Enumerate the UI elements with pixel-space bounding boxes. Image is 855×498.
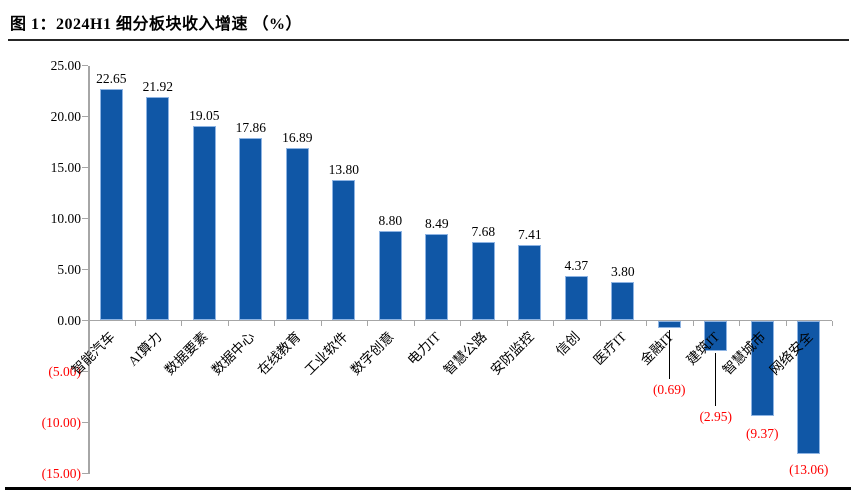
bar bbox=[425, 233, 449, 321]
y-axis-line bbox=[88, 65, 90, 474]
bar bbox=[239, 138, 263, 321]
x-axis-tick-mark bbox=[367, 320, 368, 326]
x-axis-tick-mark bbox=[599, 320, 601, 326]
bar bbox=[471, 242, 495, 321]
x-axis-tick-mark bbox=[274, 320, 275, 326]
category-label: 在线教育 bbox=[255, 329, 304, 378]
y-axis-tick-mark bbox=[82, 65, 88, 66]
category-label: 智慧公路 bbox=[441, 329, 490, 378]
bar-value-label: 17.86 bbox=[235, 120, 266, 136]
bar-value-label: (9.37) bbox=[745, 426, 779, 441]
bar bbox=[192, 126, 216, 321]
y-axis-tick-label: 10.00 bbox=[50, 210, 81, 226]
category-label: 工业软件 bbox=[301, 329, 351, 378]
category-label: AI算力 bbox=[124, 329, 165, 369]
bar bbox=[750, 320, 774, 417]
category-label: 电力IT bbox=[404, 329, 444, 368]
x-axis-tick-mark bbox=[832, 320, 833, 326]
bar-value-label: 8.80 bbox=[378, 212, 403, 228]
x-axis-tick-mark bbox=[88, 320, 89, 326]
category-label: 智能汽车 bbox=[69, 329, 118, 378]
x-axis-tick-mark bbox=[413, 320, 415, 326]
x-axis-tick-mark bbox=[134, 320, 136, 326]
y-axis-tick-label: (5.00) bbox=[48, 363, 81, 379]
bar-value-label: 19.05 bbox=[189, 108, 220, 124]
y-axis-tick-mark bbox=[82, 371, 88, 372]
bar bbox=[657, 320, 681, 328]
y-axis-tick-mark bbox=[82, 422, 88, 423]
category-label: 数字创意 bbox=[348, 329, 397, 378]
bar-value-label: 21.92 bbox=[142, 78, 173, 94]
bar-value-label: 7.68 bbox=[471, 224, 496, 240]
y-axis-tick-label: 15.00 bbox=[50, 159, 81, 175]
bar-value-label: (13.06) bbox=[789, 462, 829, 477]
x-axis-tick-mark bbox=[181, 320, 182, 326]
bar-value-label: 13.80 bbox=[328, 161, 359, 177]
category-label: 医疗IT bbox=[590, 329, 630, 368]
bar-value-label: 22.65 bbox=[96, 71, 127, 87]
bar bbox=[704, 320, 728, 351]
x-axis-tick-mark bbox=[460, 320, 461, 326]
bar bbox=[611, 281, 635, 321]
bottom-divider bbox=[5, 487, 851, 490]
figure-title: 图 1：2024H1 细分板块收入增速 （%） bbox=[10, 16, 302, 33]
bar bbox=[564, 275, 588, 321]
y-axis-tick-label: 0.00 bbox=[57, 312, 81, 328]
bar-value-label: 3.80 bbox=[610, 263, 635, 279]
category-label: 安防监控 bbox=[487, 329, 537, 378]
y-axis-tick-label: (15.00) bbox=[41, 465, 81, 481]
bar bbox=[518, 244, 542, 321]
category-label: 金融IT bbox=[637, 329, 676, 368]
bar-value-label: (0.69) bbox=[652, 382, 686, 397]
category-label: 数据中心 bbox=[208, 329, 258, 378]
category-label: 信创 bbox=[553, 329, 583, 359]
x-axis-tick-mark bbox=[227, 320, 229, 326]
y-axis-tick-mark bbox=[82, 218, 88, 219]
x-axis-tick-mark bbox=[506, 320, 508, 326]
x-axis-tick-mark bbox=[646, 320, 647, 326]
bar bbox=[332, 179, 356, 321]
y-axis-tick-mark bbox=[82, 269, 88, 270]
bar bbox=[285, 148, 309, 321]
bar bbox=[797, 320, 821, 454]
y-axis-tick-mark bbox=[82, 473, 88, 474]
y-axis-tick-mark bbox=[82, 320, 88, 321]
bar-value-label: (2.95) bbox=[699, 409, 733, 424]
y-axis-tick-label: 20.00 bbox=[50, 108, 81, 124]
x-axis-tick-mark bbox=[692, 320, 694, 326]
bar-value-label: 4.37 bbox=[564, 257, 589, 273]
bar-value-label: 16.89 bbox=[282, 130, 313, 146]
bar bbox=[146, 96, 170, 321]
header-divider bbox=[8, 39, 849, 41]
bar-value-label: 8.49 bbox=[424, 215, 449, 231]
y-axis-tick-label: 5.00 bbox=[57, 261, 81, 277]
x-axis-tick-mark bbox=[553, 320, 554, 326]
bar bbox=[99, 89, 123, 321]
x-axis-tick-mark bbox=[739, 320, 740, 326]
y-axis-tick-label: (10.00) bbox=[41, 414, 81, 430]
leader-line bbox=[668, 329, 670, 379]
bar-value-label: 7.41 bbox=[517, 226, 542, 242]
category-label: 数据要素 bbox=[162, 329, 211, 378]
x-axis-tick-mark bbox=[785, 320, 787, 326]
y-axis-tick-mark bbox=[82, 116, 88, 117]
leader-line bbox=[715, 352, 717, 406]
bar bbox=[378, 230, 402, 321]
x-axis-tick-mark bbox=[320, 320, 322, 326]
y-axis-tick-label: 25.00 bbox=[50, 57, 81, 73]
y-axis-tick-mark bbox=[82, 167, 88, 168]
